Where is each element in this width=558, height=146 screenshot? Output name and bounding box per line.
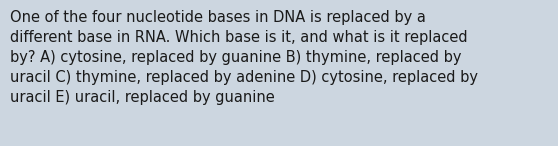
Text: One of the four nucleotide bases in DNA is replaced by a
different base in RNA. : One of the four nucleotide bases in DNA …	[10, 10, 478, 105]
